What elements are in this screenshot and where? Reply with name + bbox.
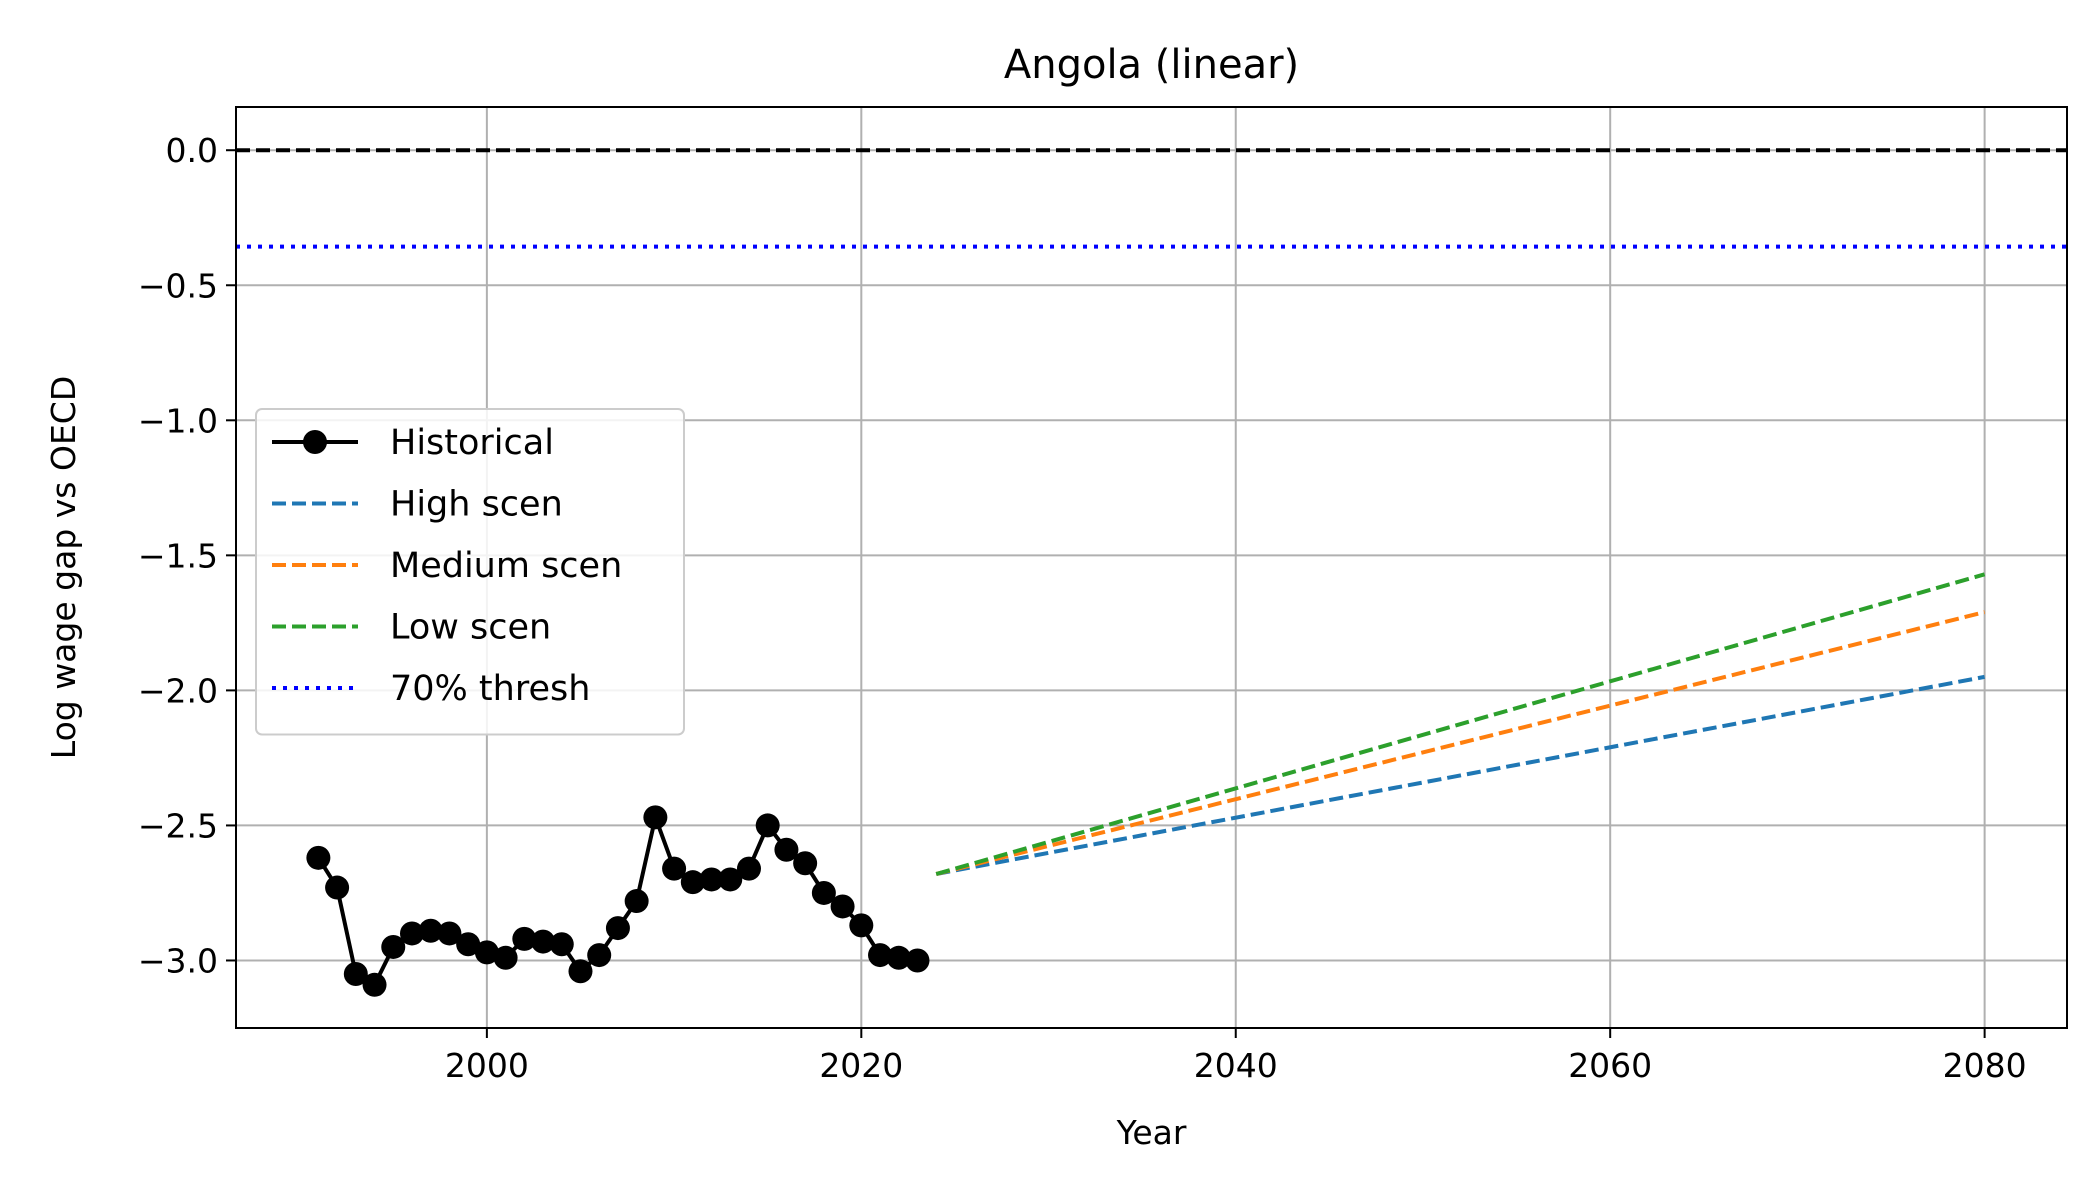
series-line-medium-scen: [935, 610, 1986, 876]
series-layer: [236, 244, 2067, 997]
data-point-historical: [418, 918, 443, 943]
y-tick-label: −2.5: [138, 806, 218, 845]
data-point-historical: [680, 870, 705, 895]
data-point-historical: [868, 943, 893, 968]
plot-frame: [235, 106, 2068, 1029]
data-point-historical: [793, 851, 818, 876]
y-tick-label: −1.5: [138, 536, 218, 575]
legend-label-70-thresh: 70% thresh: [390, 669, 590, 709]
y-tick-label: −3.0: [138, 941, 218, 980]
data-point-historical: [512, 926, 537, 951]
data-point-historical: [662, 856, 687, 881]
data-point-historical: [736, 856, 761, 881]
data-point-historical: [437, 921, 462, 946]
y-tick-label: 0.0: [166, 131, 218, 170]
legend-label-historical: Historical: [390, 423, 554, 463]
data-point-historical: [830, 894, 855, 919]
legend-box: [255, 408, 685, 736]
data-point-historical: [624, 889, 649, 914]
series-line-low-scen: [935, 572, 1986, 876]
data-point-historical: [531, 929, 556, 954]
data-point-historical: [811, 880, 836, 905]
data-point-historical: [587, 943, 612, 968]
data-point-historical: [325, 875, 350, 900]
x-tick-label: 2080: [1943, 1046, 2027, 1085]
x-tick-label: 2000: [445, 1046, 529, 1085]
y-axis-ticks: 0.0 −0.5 −1.0 −1.5 −2.0 −2.5 −3.0: [138, 131, 236, 980]
data-point-historical: [886, 945, 911, 970]
x-tick-label: 2040: [1194, 1046, 1278, 1085]
x-axis-ticks: 2000 2020 2040 2060 2080: [445, 1028, 2027, 1085]
data-point-historical: [399, 921, 424, 946]
x-tick-label: 2060: [1568, 1046, 1652, 1085]
legend-label-low-scen: Low scen: [390, 608, 551, 648]
data-point-historical: [493, 945, 518, 970]
data-point-historical: [306, 845, 331, 870]
y-tick-label: −2.0: [138, 671, 218, 710]
legend-marker-historical: [303, 430, 327, 454]
x-tick-label: 2020: [819, 1046, 903, 1085]
data-point-historical: [643, 805, 668, 830]
data-point-historical: [849, 913, 874, 938]
series-line-high-scen: [935, 674, 1985, 876]
data-point-historical: [474, 940, 499, 965]
data-point-historical: [343, 961, 368, 986]
legend-label-high-scen: High scen: [390, 485, 563, 525]
data-point-historical: [362, 972, 387, 997]
data-point-historical: [456, 932, 481, 957]
data-point-historical: [718, 867, 743, 892]
data-point-historical: [755, 813, 780, 838]
x-axis-label: Year: [1116, 1113, 1187, 1152]
data-point-historical: [905, 948, 930, 973]
y-tick-label: −1.0: [138, 401, 218, 440]
y-axis-label: Log wage gap vs OECD: [44, 376, 83, 759]
legend: Historical High scen Medium scen Low scen 70…: [255, 408, 685, 736]
data-point-historical: [568, 959, 593, 984]
data-point-historical: [605, 916, 630, 941]
data-point-historical: [774, 837, 799, 862]
data-point-historical: [699, 867, 724, 892]
chart-title: Angola (linear): [1004, 42, 1299, 88]
data-point-historical: [381, 934, 406, 959]
data-point-historical: [549, 932, 574, 957]
legend-label-medium-scen: Medium scen: [390, 546, 622, 586]
y-tick-label: −0.5: [138, 266, 218, 305]
